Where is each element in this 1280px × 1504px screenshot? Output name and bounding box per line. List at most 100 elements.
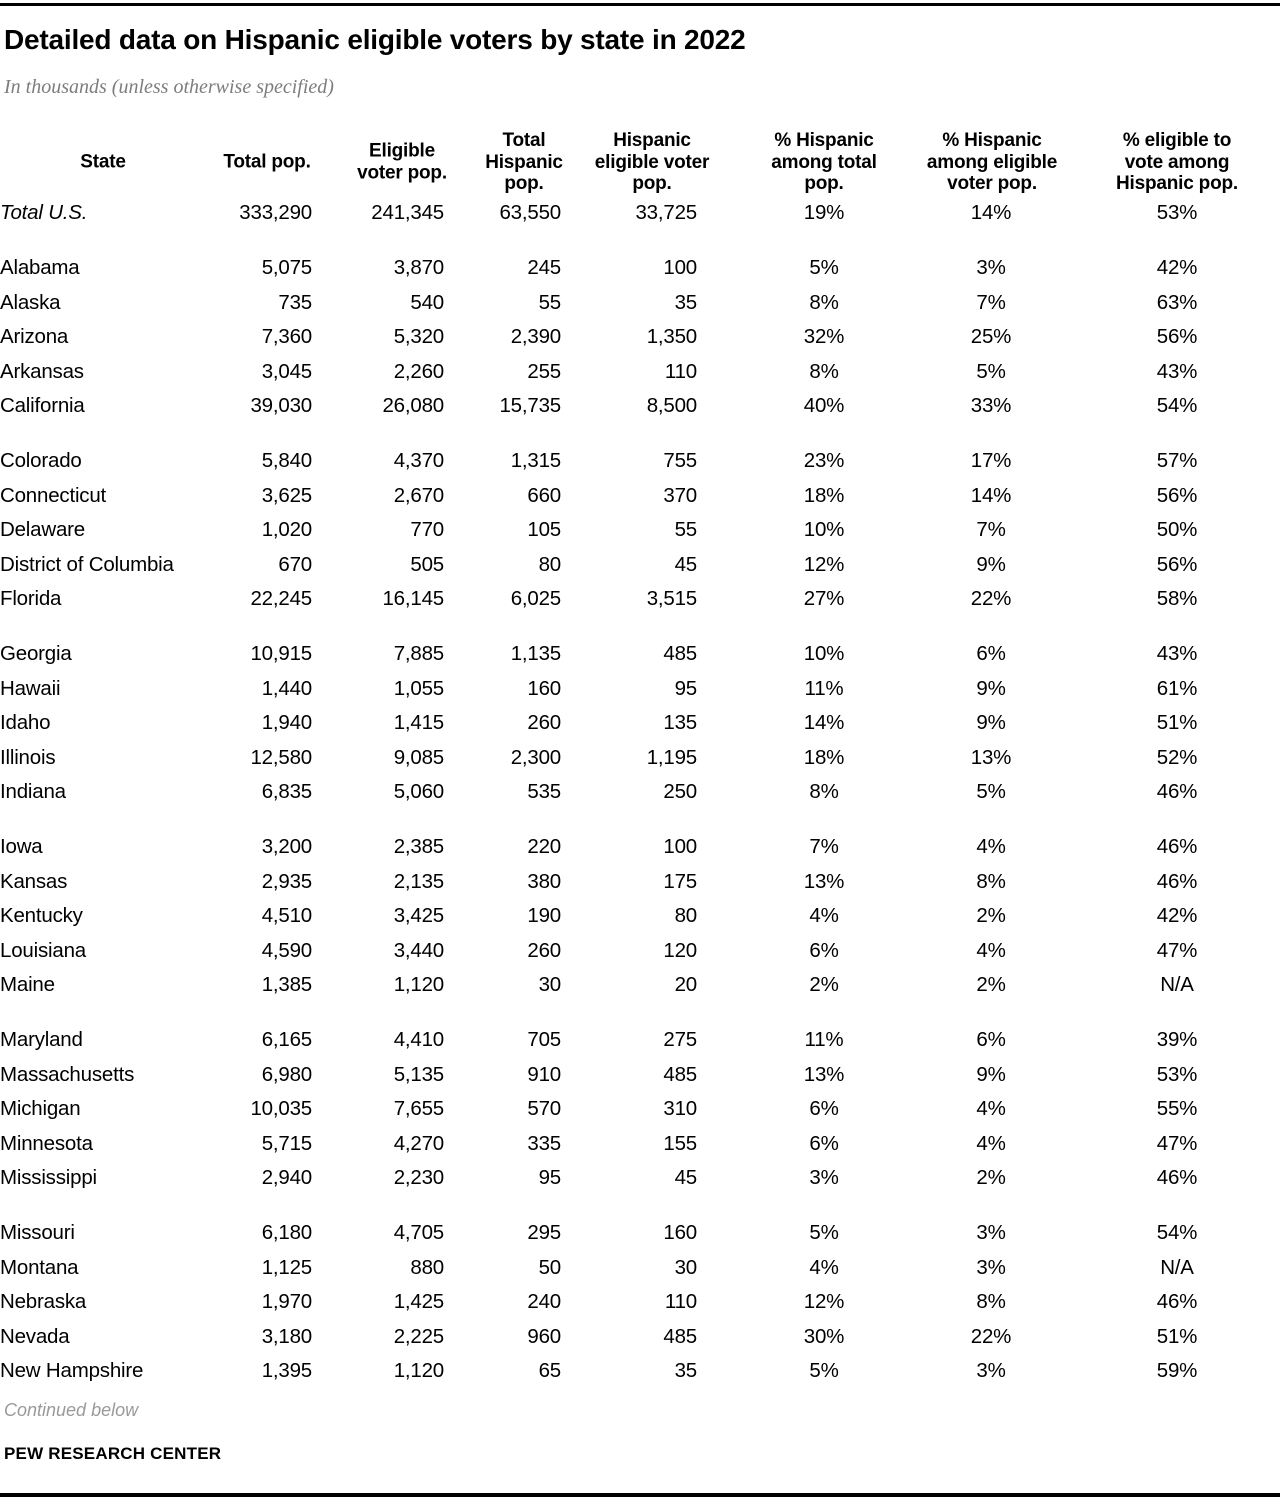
spacer-cell: [444, 706, 467, 741]
spacer-cell: [444, 672, 467, 707]
spacer-cell: [444, 251, 467, 286]
table-row: Michigan 10,035 7,655 570 310 6% 4% 55%: [0, 1092, 1280, 1127]
spacer-cell: [312, 1320, 348, 1355]
value-cell: 80: [538, 552, 562, 576]
value-cell: 46%: [1156, 1166, 1198, 1190]
value-cell: 6,835: [261, 780, 313, 804]
value-cell: 33%: [970, 394, 1012, 418]
spacer-cell: [561, 775, 603, 810]
spacer-cell: [312, 389, 348, 424]
state-cell: Missouri: [0, 1221, 75, 1245]
value-cell: 670: [278, 552, 312, 576]
value-cell: 175: [663, 869, 697, 893]
value-cell: 53%: [1156, 1062, 1198, 1086]
value-cell: 3,045: [261, 359, 313, 383]
spacer-cell: [561, 196, 603, 231]
state-cell: Delaware: [0, 518, 85, 542]
table-row: Florida 22,245 16,145 6,025 3,515 27% 22% 58%: [0, 582, 1280, 617]
value-cell: 880: [410, 1255, 444, 1279]
table-row: California 39,030 26,080 15,735 8,500 40% 33% 5…: [0, 389, 1280, 424]
state-cell: Illinois: [0, 745, 56, 769]
value-cell: 6,025: [510, 587, 562, 611]
value-cell: 7%: [976, 290, 1006, 314]
spacer-cell: [561, 1058, 603, 1093]
spacer-cell: [561, 582, 603, 617]
spacer-cell: [561, 320, 603, 355]
value-cell: 4,270: [393, 1131, 445, 1155]
value-cell: 10,915: [250, 642, 312, 666]
state-cell: New Hampshire: [0, 1359, 144, 1383]
value-cell: 42%: [1156, 904, 1198, 928]
value-cell: 95: [674, 676, 698, 700]
value-cell: 4%: [976, 1131, 1006, 1155]
spacer-cell: [697, 637, 740, 672]
spacer-cell: [444, 1161, 467, 1196]
spacer-cell: [561, 355, 603, 390]
value-cell: 5%: [976, 359, 1006, 383]
value-cell: 3%: [976, 1359, 1006, 1383]
value-cell: 120: [663, 938, 697, 962]
spacer-cell: [561, 1354, 603, 1389]
spacer-cell: [444, 513, 467, 548]
value-cell: 95: [538, 1166, 562, 1190]
table-row: Illinois 12,580 9,085 2,300 1,195 18% 13% 52%: [0, 741, 1280, 776]
value-cell: 55: [538, 290, 562, 314]
value-cell: 47%: [1156, 938, 1198, 962]
value-cell: 910: [527, 1062, 561, 1086]
column-header: Total Hispanic pop.: [485, 129, 563, 194]
spacer-cell: [697, 672, 740, 707]
value-cell: 14%: [803, 711, 845, 735]
value-cell: 23%: [803, 449, 845, 473]
value-cell: 9%: [976, 552, 1006, 576]
spacer-cell: [697, 320, 740, 355]
spacer-cell: [312, 706, 348, 741]
value-cell: 245: [527, 256, 561, 280]
value-cell: 6%: [976, 1028, 1006, 1052]
value-cell: 35: [674, 1359, 698, 1383]
value-cell: 1,120: [393, 973, 445, 997]
state-cell: Colorado: [0, 449, 82, 473]
value-cell: 4,410: [393, 1028, 445, 1052]
value-cell: 4%: [809, 1255, 839, 1279]
value-cell: 960: [527, 1324, 561, 1348]
spacer-cell: [444, 1058, 467, 1093]
value-cell: 46%: [1156, 1290, 1198, 1314]
spacer-cell: [561, 968, 603, 1003]
value-cell: 40%: [803, 394, 845, 418]
table-row: Kansas 2,935 2,135 380 175 13% 8% 46%: [0, 865, 1280, 900]
spacer-cell: [561, 548, 603, 583]
value-cell: 1,395: [261, 1359, 313, 1383]
value-cell: 660: [527, 483, 561, 507]
spacer-cell: [697, 775, 740, 810]
value-cell: 57%: [1156, 449, 1198, 473]
spacer-cell: [312, 865, 348, 900]
value-cell: 1,195: [646, 745, 698, 769]
value-cell: 770: [410, 518, 444, 542]
spacer-cell: [444, 830, 467, 865]
spacer-cell: [312, 1127, 348, 1162]
value-cell: 10,035: [250, 1097, 312, 1121]
value-cell: 53%: [1156, 201, 1198, 225]
value-cell: 160: [663, 1221, 697, 1245]
spacer-cell: [561, 389, 603, 424]
table-row: Maryland 6,165 4,410 705 275 11% 6% 39%: [0, 1023, 1280, 1058]
value-cell: 100: [663, 835, 697, 859]
value-cell: 42%: [1156, 256, 1198, 280]
table-row: Arizona 7,360 5,320 2,390 1,350 32% 25% 56%: [0, 320, 1280, 355]
column-header: % eligible to vote among Hispanic pop.: [1116, 129, 1238, 194]
spacer-cell: [561, 251, 603, 286]
state-cell: Minnesota: [0, 1131, 93, 1155]
value-cell: 12%: [803, 552, 845, 576]
value-cell: 1,315: [510, 449, 562, 473]
spacer-cell: [561, 1092, 603, 1127]
spacer-cell: [697, 1354, 740, 1389]
value-cell: 1,125: [261, 1255, 313, 1279]
value-cell: 56%: [1156, 552, 1198, 576]
spacer-cell: [697, 1058, 740, 1093]
spacer-cell: [561, 286, 603, 321]
value-cell: 33,725: [635, 201, 697, 225]
spacer-cell: [312, 320, 348, 355]
table-row: Nebraska 1,970 1,425 240 110 12% 8% 46%: [0, 1285, 1280, 1320]
value-cell: 3,180: [261, 1324, 313, 1348]
